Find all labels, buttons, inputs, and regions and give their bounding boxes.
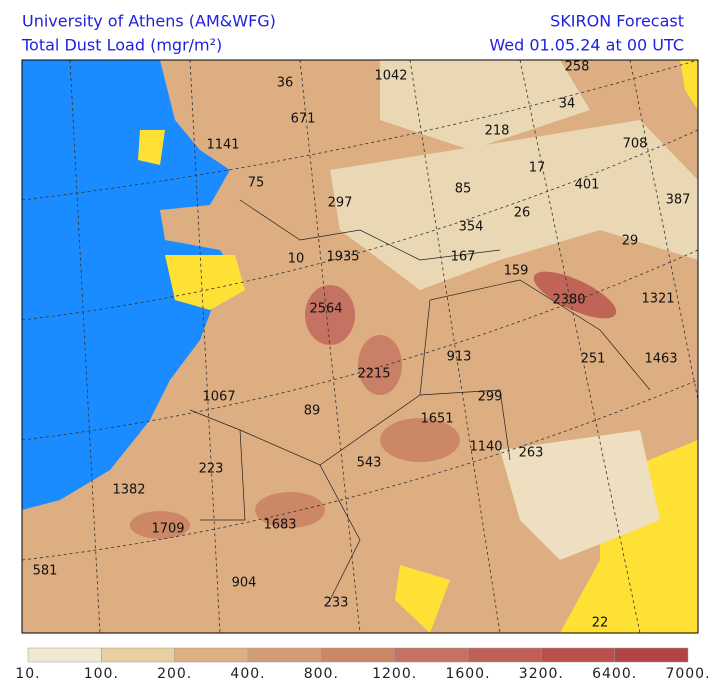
dust-core <box>533 271 617 319</box>
colorbar-segment <box>247 647 322 663</box>
map-label: 904 <box>232 576 257 591</box>
colorbar-label: 7000. <box>665 666 710 682</box>
map-label: 299 <box>478 390 503 405</box>
map-label: 1321 <box>641 292 674 307</box>
colorbar-label: 200. <box>157 666 192 682</box>
dust-core <box>255 492 325 528</box>
map-label: 85 <box>455 182 472 197</box>
map-label: 263 <box>519 446 544 461</box>
dust-core <box>380 418 460 462</box>
light-dust <box>380 60 590 150</box>
colorbar-segment <box>614 647 689 663</box>
colorbar-label: 100. <box>84 666 119 682</box>
map-label: 2380 <box>552 293 585 308</box>
map-label: 2564 <box>309 302 342 317</box>
map-label: 34 <box>559 97 576 112</box>
map-label: 17 <box>529 161 546 176</box>
map-label: 1140 <box>469 440 502 455</box>
colorbar-segment <box>101 647 175 663</box>
map-label: 913 <box>447 350 472 365</box>
header-right: Wed 01.05.24 at 00 UTC <box>489 36 684 55</box>
map-label: 258 <box>565 60 590 75</box>
map-label: 1042 <box>374 69 407 84</box>
map-label: 1683 <box>263 518 296 533</box>
map-label: 36 <box>277 76 294 91</box>
colorbar-segment <box>541 647 615 663</box>
map-label: 167 <box>451 250 476 265</box>
map-label: 89 <box>304 404 321 419</box>
map <box>22 60 698 633</box>
map-label: 1382 <box>112 483 145 498</box>
light-dust <box>500 430 660 560</box>
dust-core <box>130 511 190 539</box>
map-label: 223 <box>199 462 224 477</box>
dust-core <box>305 285 355 345</box>
map-label: 75 <box>248 176 265 191</box>
map-frame <box>21 59 699 634</box>
colorbar-segment <box>394 647 469 663</box>
map-label: 1067 <box>202 390 235 405</box>
header-right: SKIRON Forecast <box>550 12 684 31</box>
colorbar-segment <box>467 647 542 663</box>
map-label: 251 <box>581 352 606 367</box>
colorbar-label: 400. <box>230 666 265 682</box>
map-label: 218 <box>485 124 510 139</box>
colorbar-label: 3200. <box>519 666 564 682</box>
map-label: 2215 <box>357 367 390 382</box>
map-label: 29 <box>622 234 639 249</box>
map-label: 22 <box>592 616 609 631</box>
map-label: 354 <box>459 220 484 235</box>
map-label: 1651 <box>420 412 453 427</box>
map-label: 543 <box>357 456 382 471</box>
colorbar-segment <box>174 647 249 663</box>
borders <box>189 199 651 601</box>
map-label: 1141 <box>206 138 239 153</box>
colorbar-segment <box>321 647 395 663</box>
yellow-area <box>395 565 450 633</box>
map-label: 26 <box>514 206 531 221</box>
colorbar-label: 1200. <box>372 666 417 682</box>
map-label: 1935 <box>326 250 359 265</box>
colorbar-label: 6400. <box>592 666 637 682</box>
header-left: Total Dust Load (mgr/m²) <box>21 36 222 55</box>
colorbar-label: 10. <box>15 666 40 682</box>
map-label: 387 <box>666 193 691 208</box>
map-label: 401 <box>575 178 600 193</box>
map-label: 159 <box>504 264 529 279</box>
map-label: 1709 <box>151 522 184 537</box>
colorbar-label: 800. <box>304 666 339 682</box>
header-left: University of Athens (AM&WFG) <box>22 12 276 31</box>
colorbar-label: 1600. <box>445 666 490 682</box>
map-label: 10 <box>288 252 305 267</box>
map-label: 233 <box>324 596 349 611</box>
yellow-area <box>560 440 698 633</box>
map-label: 581 <box>33 564 58 579</box>
yellow-area <box>680 60 698 110</box>
graticule <box>22 60 698 633</box>
iberia <box>165 255 245 310</box>
ireland <box>138 130 165 165</box>
dust-core <box>358 335 402 395</box>
map-label: 297 <box>328 196 353 211</box>
colorbar-segment <box>27 647 102 663</box>
map-label: 1463 <box>644 352 677 367</box>
map-label: 671 <box>291 112 316 127</box>
map-label: 708 <box>623 137 648 152</box>
light-dust <box>330 120 698 290</box>
